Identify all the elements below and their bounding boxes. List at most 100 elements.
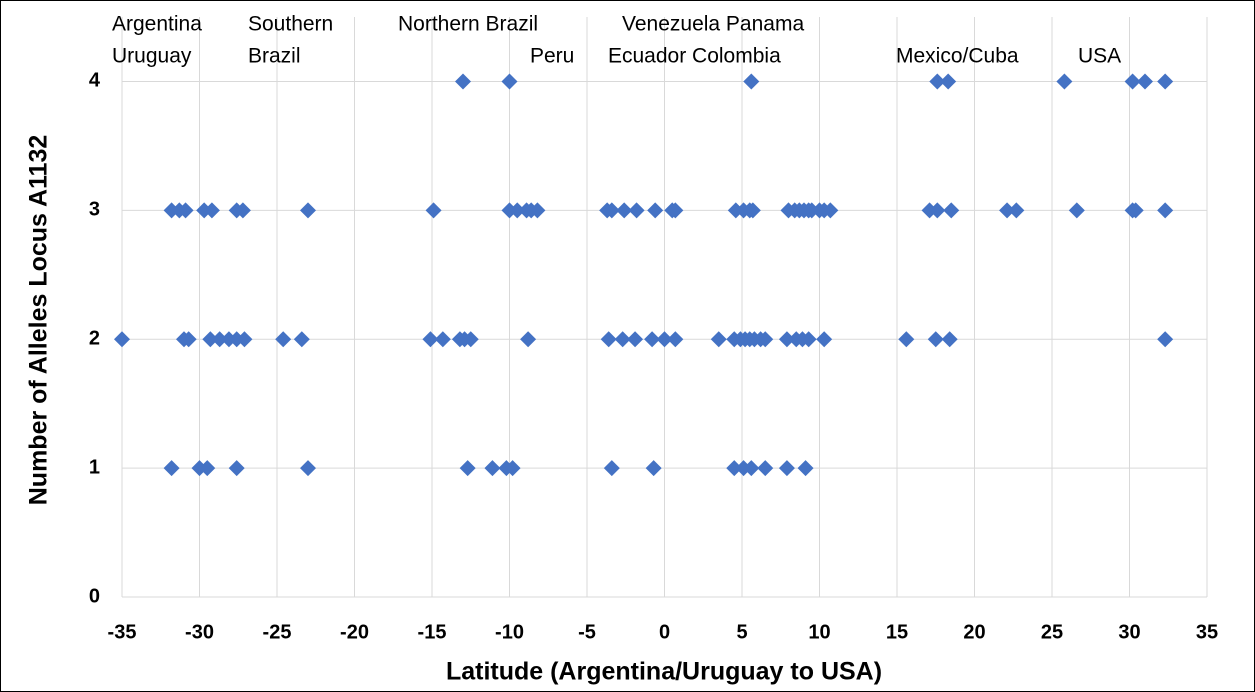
- point: [114, 331, 130, 348]
- point: [520, 331, 537, 348]
- point: [667, 202, 684, 219]
- point: [743, 73, 760, 90]
- point: [211, 331, 228, 348]
- annotation: Brazil: [248, 45, 301, 68]
- point: [300, 202, 316, 219]
- point: [943, 202, 960, 219]
- point: [199, 460, 216, 477]
- point: [614, 331, 631, 348]
- x-tick-label: 35: [1196, 621, 1218, 643]
- y-tick-label: 2: [89, 328, 100, 350]
- point: [797, 460, 814, 477]
- point: [434, 331, 451, 348]
- point: [929, 73, 946, 90]
- y-tick-label: 4: [89, 70, 101, 92]
- point: [726, 460, 743, 477]
- point: [425, 202, 442, 219]
- point: [234, 202, 251, 219]
- point: [999, 202, 1016, 219]
- point: [743, 460, 760, 477]
- point: [941, 331, 958, 348]
- point: [300, 460, 316, 477]
- x-tick-label: 30: [1118, 621, 1140, 643]
- point: [1137, 73, 1153, 90]
- point: [778, 331, 795, 348]
- point: [455, 73, 471, 90]
- point: [203, 202, 220, 219]
- point: [275, 331, 292, 348]
- point: [940, 73, 957, 90]
- annotation: Mexico/Cuba: [896, 45, 1019, 68]
- x-tick-label: 0: [659, 621, 670, 643]
- point: [1127, 202, 1144, 219]
- point: [1157, 73, 1174, 90]
- point: [459, 460, 476, 477]
- point: [180, 331, 197, 348]
- point: [422, 331, 439, 348]
- point: [757, 331, 774, 348]
- point: [744, 202, 761, 219]
- annotation: Southern: [248, 13, 333, 36]
- point: [1068, 202, 1085, 219]
- point: [501, 73, 518, 90]
- x-tick-label: -30: [185, 621, 214, 643]
- point: [710, 331, 727, 348]
- point: [1008, 202, 1025, 219]
- point: [509, 202, 526, 219]
- point: [927, 331, 944, 348]
- x-tick-label: 15: [886, 621, 908, 643]
- x-tick-label: 5: [736, 621, 747, 643]
- point: [644, 331, 661, 348]
- y-axis-title: Number of Alleles Locus A1132: [25, 135, 53, 506]
- point: [603, 202, 620, 219]
- annotation: Northern Brazil: [398, 13, 538, 36]
- x-tick-label: -25: [263, 621, 292, 643]
- annotation: Argentina: [112, 13, 202, 36]
- x-tick-label: -35: [108, 621, 137, 643]
- y-tick-label: 3: [89, 199, 100, 221]
- x-tick-label: -10: [495, 621, 524, 643]
- y-tick-label: 0: [89, 585, 100, 607]
- x-tick-label: 25: [1041, 621, 1063, 643]
- x-tick-label: -15: [418, 621, 447, 643]
- point: [529, 202, 546, 219]
- point: [667, 331, 684, 348]
- point: [600, 331, 617, 348]
- point: [778, 460, 795, 477]
- point: [645, 460, 662, 477]
- x-tick-label: 10: [808, 621, 830, 643]
- point: [929, 202, 946, 219]
- point: [816, 331, 833, 348]
- point: [462, 331, 479, 348]
- x-tick-label: -20: [340, 621, 369, 643]
- annotation: USA: [1078, 45, 1121, 68]
- x-axis-title: Latitude (Argentina/Uruguay to USA): [446, 658, 882, 686]
- point: [202, 331, 219, 348]
- point: [616, 202, 633, 219]
- point: [236, 331, 253, 348]
- point: [647, 202, 664, 219]
- point: [504, 460, 521, 477]
- point: [603, 460, 620, 477]
- annotation: Venezuela Panama: [622, 13, 804, 36]
- x-tick-label: -5: [578, 621, 596, 643]
- point: [163, 460, 180, 477]
- annotation: Ecuador Colombia: [608, 45, 781, 68]
- point: [898, 331, 915, 348]
- point: [484, 460, 501, 477]
- point: [228, 460, 245, 477]
- point: [1157, 331, 1174, 348]
- point: [628, 202, 645, 219]
- point: [177, 202, 194, 219]
- point: [1056, 73, 1073, 90]
- point: [822, 202, 839, 219]
- point: [800, 331, 817, 348]
- annotation: Peru: [530, 45, 574, 68]
- x-tick-label: 20: [963, 621, 985, 643]
- y-tick-label: 1: [89, 456, 100, 478]
- point: [1124, 73, 1141, 90]
- point: [627, 331, 644, 348]
- point: [293, 331, 310, 348]
- point: [757, 460, 774, 477]
